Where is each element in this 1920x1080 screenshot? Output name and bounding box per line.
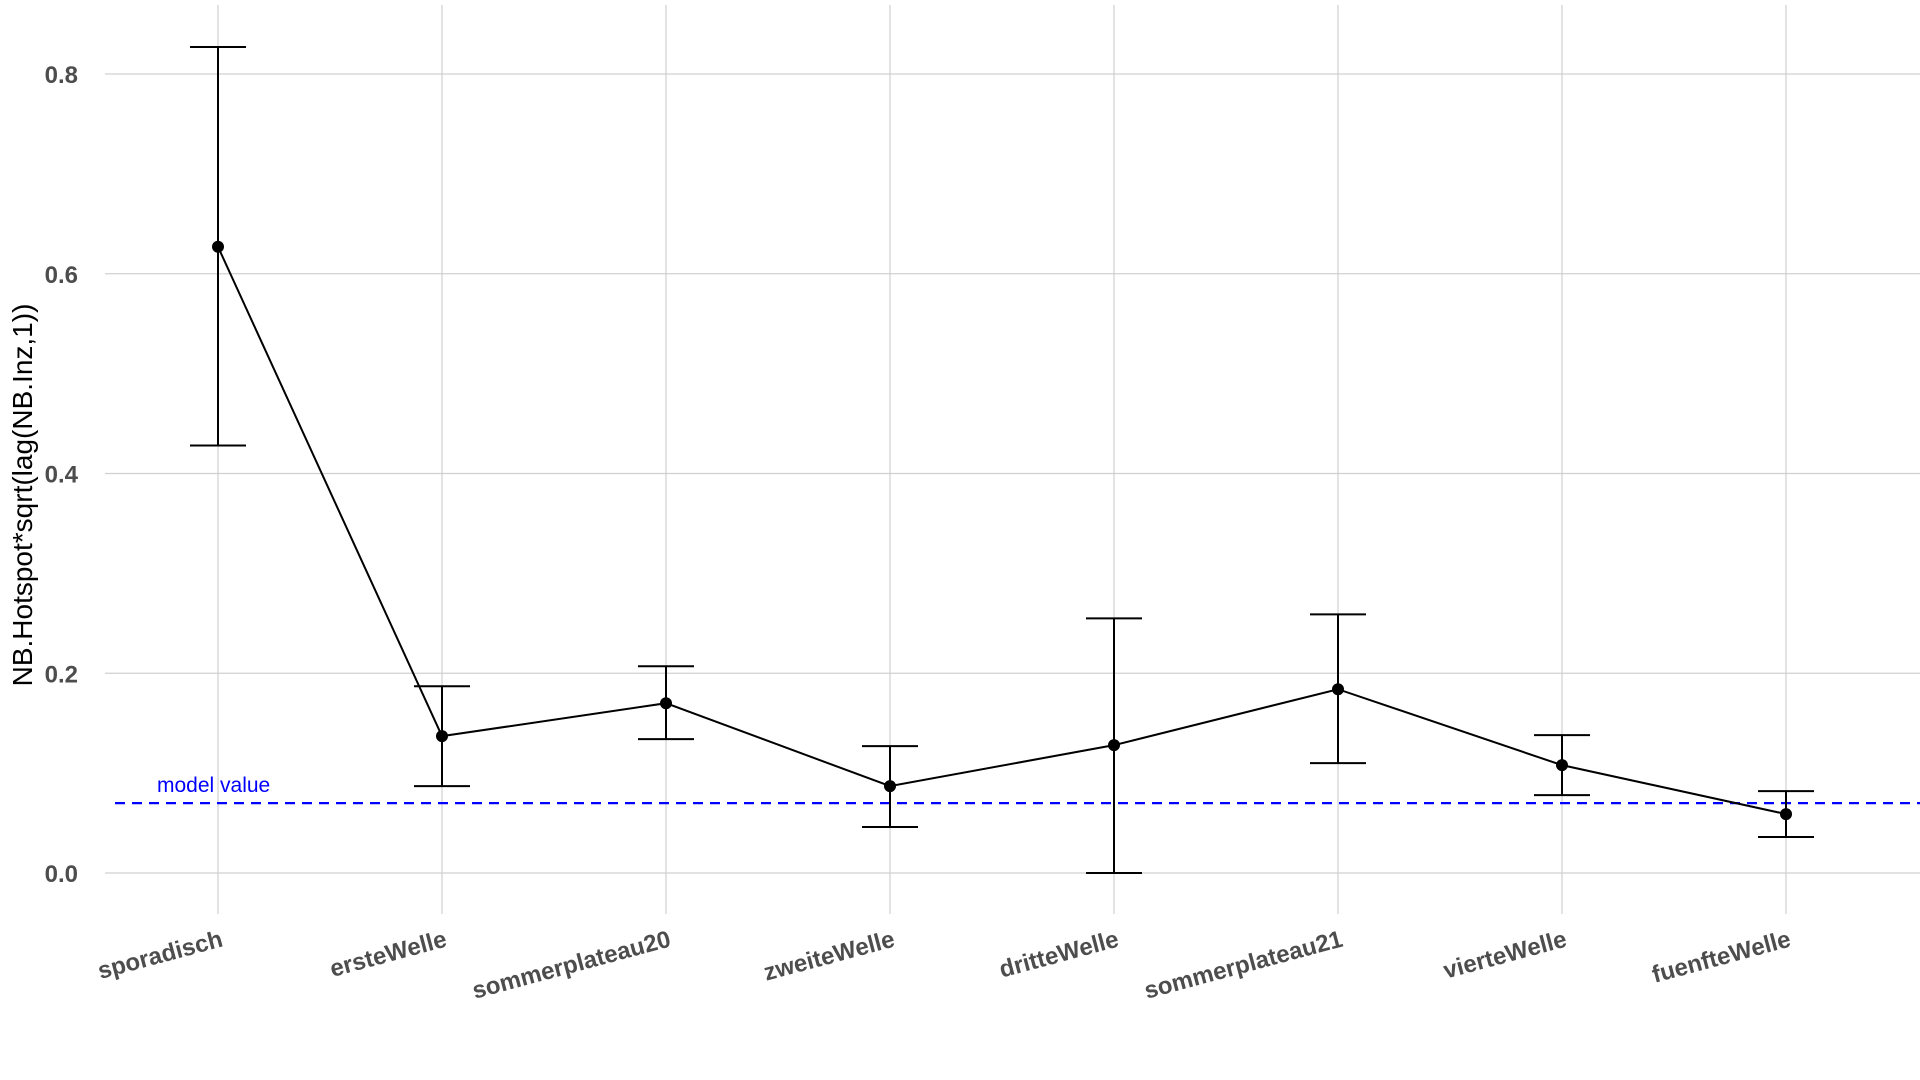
data-point [1556, 759, 1568, 772]
y-tick-label: 0.6 [45, 262, 78, 289]
data-point [660, 697, 672, 710]
error-bars [190, 46, 1814, 874]
y-tick-labels: 0.0 0.2 0.4 0.6 0.8 [45, 62, 79, 888]
series-polyline [217, 246, 1787, 816]
x-tick-label: sporadisch [95, 926, 226, 985]
series-line [217, 246, 1787, 816]
data-point [212, 240, 224, 253]
data-point [436, 730, 448, 743]
model-value-line: model value [115, 774, 1920, 805]
x-tick-label: vierteWelle [1441, 926, 1570, 985]
data-point [1108, 739, 1120, 752]
data-point [1780, 808, 1792, 821]
y-tick-label: 0.4 [45, 462, 79, 489]
x-tick-label: ersteWelle [327, 926, 450, 983]
x-tick-label: zweiteWelle [761, 926, 898, 987]
x-tick-label: fuenfteWelle [1649, 926, 1793, 989]
data-point [884, 780, 896, 793]
x-tick-label: dritteWelle [996, 926, 1121, 984]
y-gridlines [105, 73, 1920, 874]
y-tick-label: 0.8 [45, 62, 78, 89]
x-tick-label: sommerplateau20 [469, 926, 673, 1005]
y-axis-label: NB.Hotspot*sqrt(lag(NB.Inz,1)) [7, 304, 38, 687]
data-point [1332, 683, 1344, 696]
x-tick-labels: sporadisch ersteWelle sommerplateau20 zweit… [95, 926, 1794, 1005]
y-tick-label: 0.2 [45, 661, 78, 688]
y-tick-label: 0.0 [45, 861, 78, 888]
model-value-label: model value [157, 774, 270, 797]
x-tick-label: sommerplateau21 [1141, 926, 1345, 1005]
x-gridlines [217, 5, 1787, 914]
data-points [212, 240, 1792, 821]
